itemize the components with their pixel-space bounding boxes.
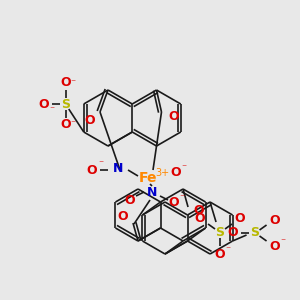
Text: O: O xyxy=(87,164,97,176)
Text: N: N xyxy=(147,185,157,199)
Text: Fe: Fe xyxy=(139,171,157,185)
Text: O: O xyxy=(269,214,280,226)
Text: O: O xyxy=(168,110,179,124)
Text: 3+: 3+ xyxy=(155,168,169,178)
Text: ⁻: ⁻ xyxy=(49,105,54,115)
Text: O: O xyxy=(38,98,49,110)
Text: O: O xyxy=(60,118,71,131)
Text: ⁻: ⁻ xyxy=(179,193,184,203)
Text: ⁻: ⁻ xyxy=(70,78,75,88)
Text: O: O xyxy=(118,211,128,224)
Text: S: S xyxy=(215,226,224,238)
Text: ⁻: ⁻ xyxy=(226,245,231,255)
Text: O: O xyxy=(195,212,205,226)
Text: ⁻: ⁻ xyxy=(280,237,285,247)
Text: O: O xyxy=(169,196,179,208)
Text: O: O xyxy=(60,76,71,89)
Text: O: O xyxy=(227,226,238,239)
Text: N: N xyxy=(113,161,123,175)
Text: S: S xyxy=(61,98,70,110)
Text: O: O xyxy=(269,239,280,253)
Text: O: O xyxy=(215,248,225,260)
Text: O: O xyxy=(235,212,245,226)
Text: O: O xyxy=(85,113,95,127)
Text: O: O xyxy=(194,205,204,218)
Text: ⁻: ⁻ xyxy=(98,159,104,169)
Text: ⁻: ⁻ xyxy=(182,163,187,173)
Text: S: S xyxy=(250,226,259,239)
Text: O: O xyxy=(171,167,181,179)
Text: ⁻: ⁻ xyxy=(70,119,75,129)
Text: O: O xyxy=(125,194,135,206)
